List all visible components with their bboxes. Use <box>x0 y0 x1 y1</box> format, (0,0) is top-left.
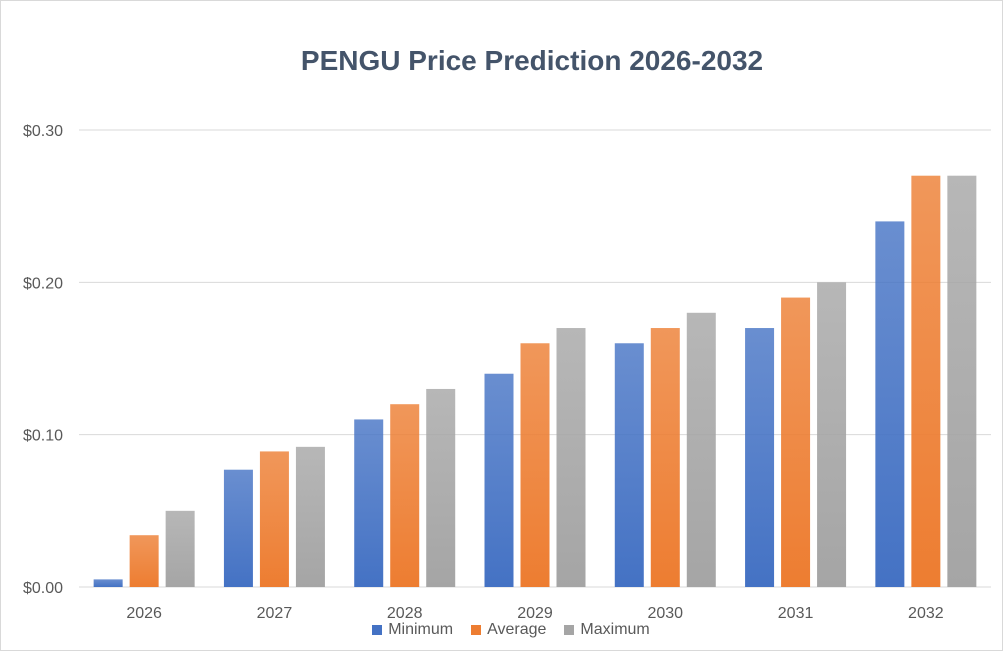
bar-minimum-2027 <box>223 469 253 587</box>
bar-maximum-2031 <box>817 282 847 587</box>
x-tick-label: 2028 <box>387 605 423 622</box>
x-tick-label: 2030 <box>647 605 683 622</box>
legend-label: Maximum <box>580 621 650 638</box>
bar-maximum-2032 <box>947 175 977 587</box>
legend-swatch <box>564 625 575 635</box>
legend-swatch <box>471 625 482 635</box>
x-tick-label: 2026 <box>126 605 162 622</box>
bar-maximum-2028 <box>426 388 456 587</box>
chart-legend: Minimum Average Maximum <box>1 621 1003 639</box>
bar-minimum-2028 <box>354 419 384 587</box>
x-tick-label: 2032 <box>908 605 944 622</box>
bar-average-2028 <box>390 404 420 587</box>
y-tick-label: $0.30 <box>23 123 63 140</box>
bar-maximum-2029 <box>556 328 586 587</box>
x-tick-label: 2029 <box>517 605 553 622</box>
bar-minimum-2026 <box>93 579 123 587</box>
chart-title: PENGU Price Prediction 2026-2032 <box>300 45 764 76</box>
bar-average-2027 <box>259 451 289 587</box>
legend-item: Minimum <box>372 621 453 639</box>
y-tick-label: $0.00 <box>23 580 63 597</box>
bar-average-2030 <box>650 328 680 587</box>
bar-maximum-2027 <box>295 446 325 587</box>
legend-label: Average <box>487 621 547 638</box>
x-tick-label: 2027 <box>257 605 293 622</box>
bar-minimum-2030 <box>614 343 644 587</box>
bar-average-2031 <box>781 297 811 587</box>
legend-label: Minimum <box>388 621 454 638</box>
bar-average-2026 <box>129 535 159 587</box>
legend-item: Average <box>471 621 546 639</box>
bar-minimum-2029 <box>484 373 514 587</box>
x-tick-label: 2031 <box>778 605 814 622</box>
y-tick-label: $0.20 <box>23 275 63 292</box>
bar-minimum-2031 <box>745 328 775 587</box>
y-tick-label: $0.10 <box>23 428 63 445</box>
bar-maximum-2030 <box>686 312 716 587</box>
bar-maximum-2026 <box>165 510 195 587</box>
legend-item: Maximum <box>564 621 650 639</box>
bar-average-2032 <box>911 175 941 587</box>
bar-average-2029 <box>520 343 550 587</box>
legend-swatch <box>372 625 383 635</box>
bar-minimum-2032 <box>875 221 905 587</box>
